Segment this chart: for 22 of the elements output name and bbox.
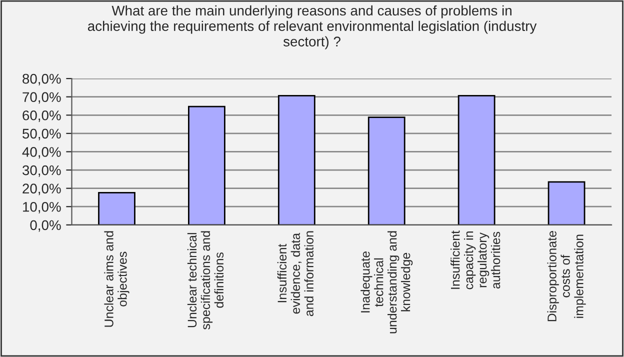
y-tick-label: 60,0% <box>22 110 61 122</box>
chart-title: What are the main underlying reasons and causes of problems in achieving the requirements of relevant environmental legislation (industry sectort) ? <box>88 5 537 50</box>
x-tick-label: Unclear aims and objectives <box>104 231 130 327</box>
y-tick-label: 20,0% <box>22 184 61 196</box>
bar <box>98 192 136 225</box>
x-tick-label: Insufficient capacity in regulatory authorities <box>450 230 500 290</box>
y-tick-label: 50,0% <box>22 128 61 140</box>
y-tick-label: 0,0% <box>30 220 61 232</box>
x-tick-label: Inadequate technical understanding and knowledge <box>360 231 413 334</box>
bar <box>458 95 496 225</box>
x-tick-label: Unclear technical specifications and definitions <box>187 231 224 330</box>
y-tick-label: 70,0% <box>22 92 61 104</box>
y-tick-label: 10,0% <box>23 202 61 214</box>
bar <box>548 181 586 225</box>
bar <box>368 116 406 225</box>
x-tick-label: Insufficient evidence, data and information <box>277 231 314 316</box>
x-tick-label: Disproportionate costs of implementation <box>547 231 586 322</box>
y-tick-label: 30,0% <box>22 165 61 177</box>
bar <box>188 106 226 225</box>
y-tick-label: 80,0% <box>22 74 61 86</box>
y-tick-label: 40,0% <box>22 147 61 159</box>
bar <box>278 95 316 225</box>
